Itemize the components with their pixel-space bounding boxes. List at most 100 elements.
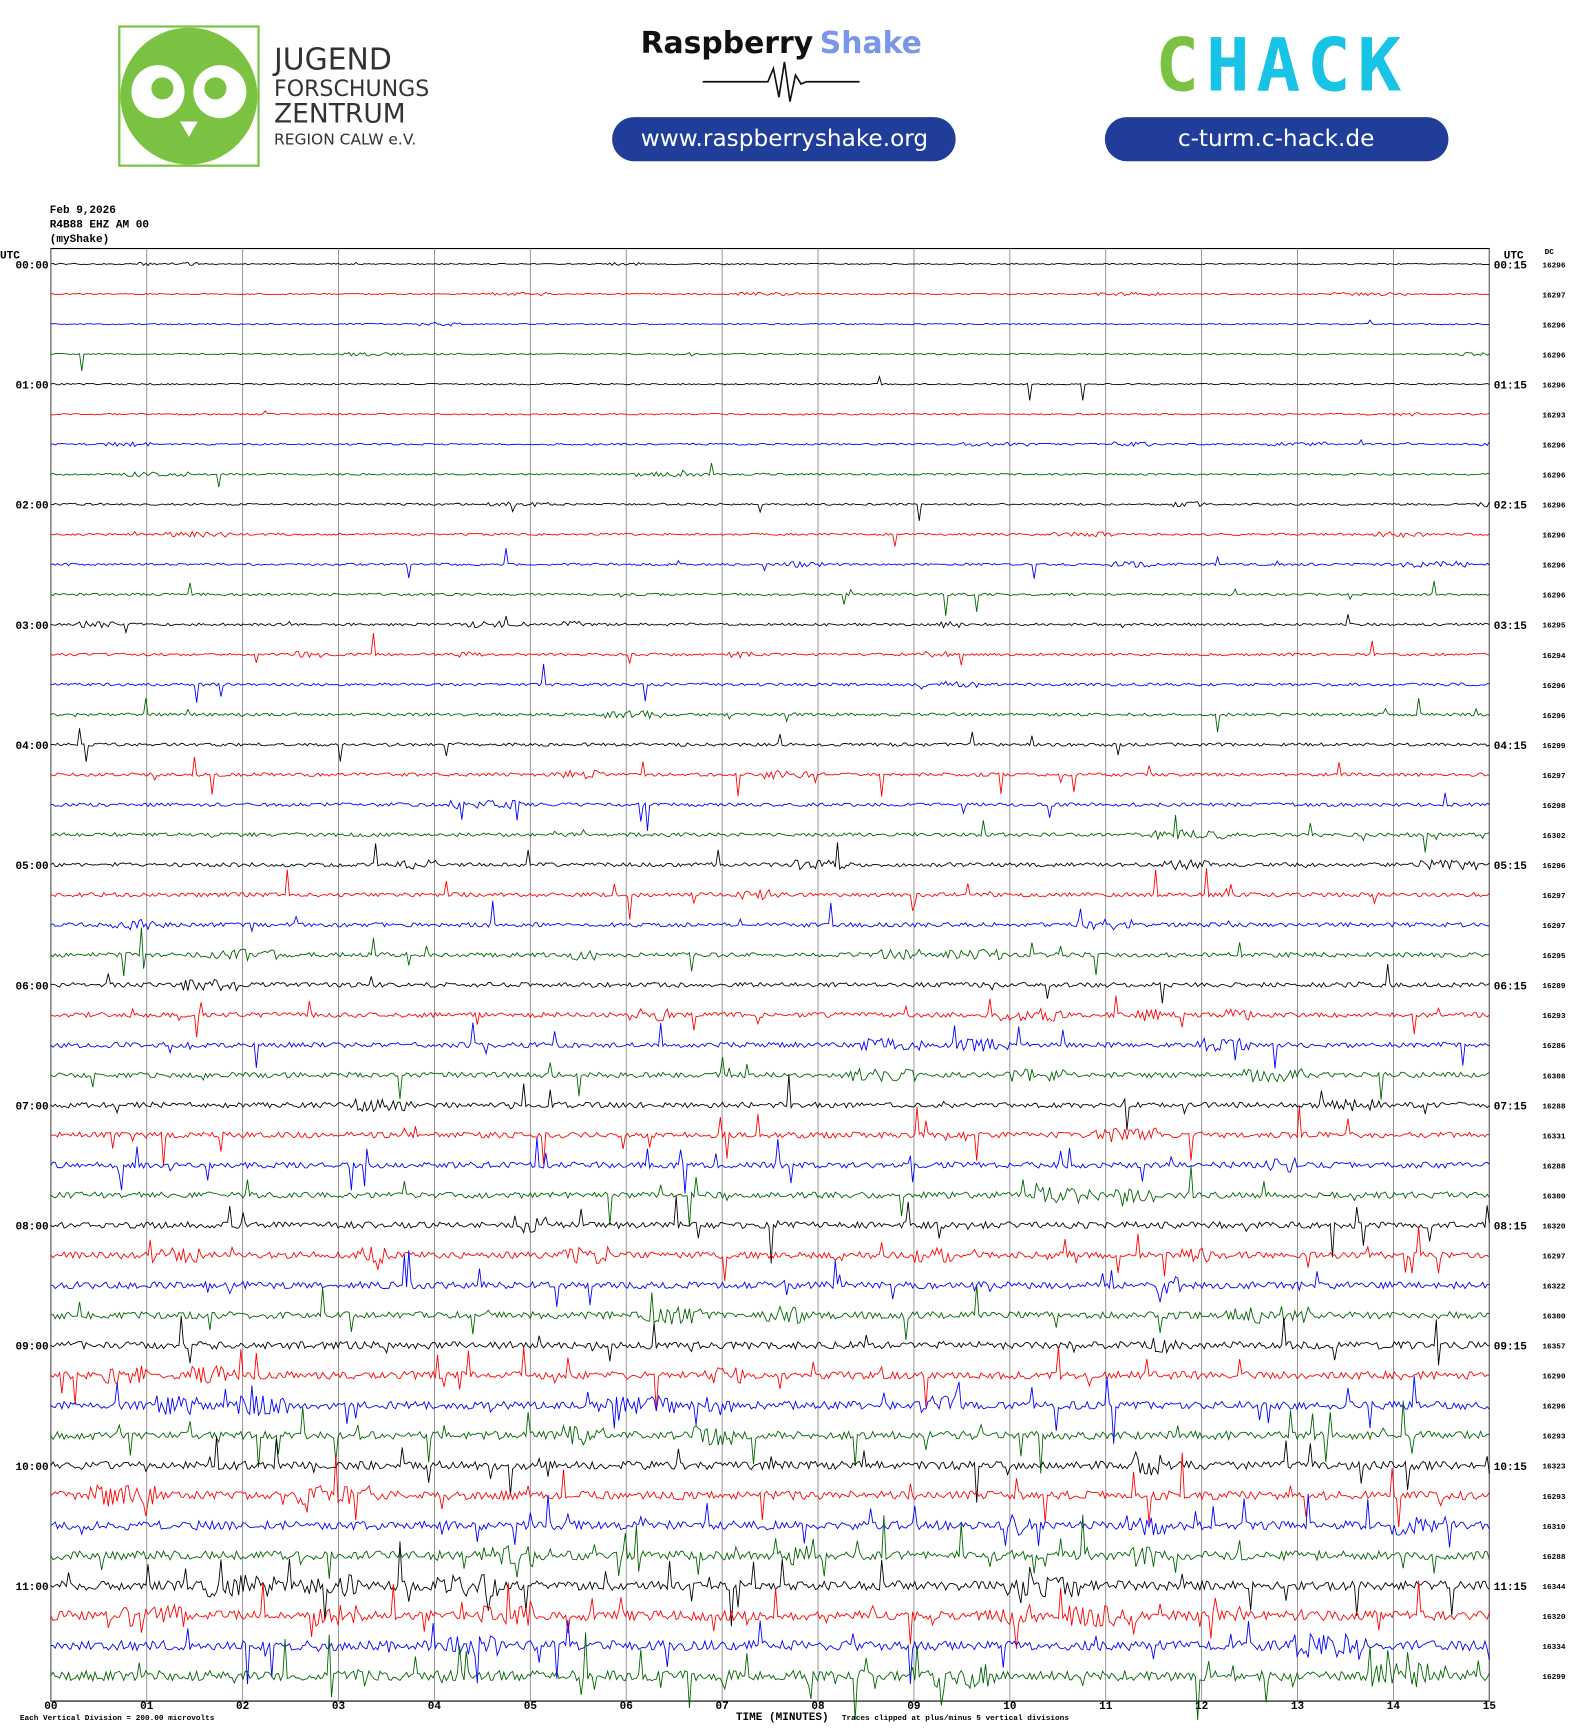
dc-value: 16323 bbox=[1542, 1464, 1566, 1472]
dc-value: 16297 bbox=[1542, 292, 1566, 300]
trace bbox=[50, 1074, 1490, 1131]
dc-value: 16296 bbox=[1542, 533, 1566, 541]
trace bbox=[50, 1376, 1490, 1444]
x-tick-label: 08 bbox=[811, 1701, 825, 1713]
trace bbox=[50, 1250, 1490, 1307]
url-pill[interactable] bbox=[612, 117, 956, 162]
time-label: 07:15 bbox=[1494, 1101, 1527, 1113]
time-label: 11:00 bbox=[16, 1582, 49, 1594]
jfz-logo: JUGEND FORSCHUNGS ZENTRUM REGION CALW e.… bbox=[118, 25, 429, 167]
logo-text: JUGEND bbox=[272, 43, 392, 78]
trace bbox=[50, 374, 1490, 401]
x-tick-label: 14 bbox=[1387, 1701, 1401, 1713]
dc-value: 16357 bbox=[1542, 1344, 1566, 1352]
url-pill[interactable] bbox=[1104, 117, 1449, 162]
dc-value: 16290 bbox=[1542, 1374, 1566, 1382]
dc-value: 16286 bbox=[1542, 1043, 1566, 1051]
time-label: 11:15 bbox=[1494, 1582, 1527, 1594]
source: (myShake) bbox=[50, 234, 110, 246]
trace bbox=[50, 1632, 1490, 1720]
trace bbox=[50, 633, 1490, 666]
trace bbox=[50, 261, 1490, 267]
trace bbox=[50, 438, 1490, 448]
time-label: 07:00 bbox=[16, 1101, 49, 1113]
url-text[interactable]: c-turm.c-hack.de bbox=[1178, 125, 1375, 152]
trace bbox=[50, 900, 1490, 933]
owl-pupil bbox=[151, 77, 174, 100]
trace bbox=[50, 351, 1490, 371]
labels: 00 01 02 03 04 05 06 07 08 09 10 11 12 13 14 15 00:00 00:… bbox=[16, 260, 1566, 1712]
trace bbox=[50, 815, 1490, 853]
dc-value: 16296 bbox=[1542, 683, 1566, 691]
trace bbox=[50, 842, 1490, 872]
dc-value: 16296 bbox=[1542, 863, 1566, 871]
trace bbox=[50, 792, 1490, 831]
x-tick-label: 07 bbox=[716, 1701, 729, 1713]
dc-value: 16295 bbox=[1542, 623, 1566, 631]
dc-value: 16296 bbox=[1542, 443, 1566, 451]
dc-value: 16310 bbox=[1542, 1524, 1566, 1532]
time-label: 10:00 bbox=[16, 1462, 49, 1474]
trace bbox=[50, 1494, 1490, 1548]
dc-value: 16296 bbox=[1542, 1404, 1566, 1412]
x-tick-label: 00 bbox=[44, 1701, 57, 1713]
dc-value: 16288 bbox=[1542, 1554, 1566, 1562]
grid bbox=[50, 248, 1490, 1702]
trace bbox=[50, 1284, 1490, 1340]
trace bbox=[50, 995, 1490, 1038]
dc-value: 16298 bbox=[1542, 803, 1566, 811]
dc-value: 16320 bbox=[1542, 1223, 1566, 1231]
x-tick-label: 05 bbox=[524, 1701, 538, 1713]
dc-value: 16293 bbox=[1542, 1494, 1566, 1502]
trace bbox=[50, 1452, 1490, 1528]
time-label: 05:15 bbox=[1494, 861, 1527, 873]
x-tick-label: 02 bbox=[236, 1701, 249, 1713]
dc-value: 16331 bbox=[1542, 1133, 1566, 1141]
trace bbox=[50, 1400, 1490, 1474]
trace bbox=[50, 756, 1490, 797]
traces bbox=[50, 261, 1490, 1720]
dc-value: 16344 bbox=[1542, 1584, 1566, 1592]
trace bbox=[50, 1619, 1490, 1685]
logo-text: Shake bbox=[820, 26, 922, 61]
time-label: 02:15 bbox=[1494, 501, 1527, 513]
x-tick-label: 13 bbox=[1291, 1701, 1305, 1713]
dc-value: 16299 bbox=[1542, 743, 1566, 751]
dc-value: 16293 bbox=[1542, 1013, 1566, 1021]
time-label: 01:15 bbox=[1494, 381, 1527, 393]
owl-beak bbox=[180, 121, 198, 137]
owl-pupil bbox=[204, 77, 227, 100]
logo-wave bbox=[702, 61, 860, 102]
trace bbox=[50, 291, 1490, 297]
trace bbox=[50, 1435, 1490, 1503]
plot-frame bbox=[50, 247, 1490, 1702]
dc-value: 16288 bbox=[1542, 1163, 1566, 1171]
dc-value: 16322 bbox=[1542, 1284, 1566, 1292]
time-label: 00:15 bbox=[1494, 260, 1527, 272]
x-tick-label: 11 bbox=[1099, 1701, 1113, 1713]
x-tick-label: 06 bbox=[620, 1701, 633, 1713]
dc-value: 16296 bbox=[1542, 713, 1566, 721]
url-text[interactable]: www.raspberryshake.org bbox=[641, 125, 928, 152]
time-label: 06:00 bbox=[16, 981, 49, 993]
trace bbox=[50, 1541, 1490, 1627]
trace bbox=[50, 1137, 1490, 1194]
trace bbox=[50, 728, 1490, 762]
time-label: 03:00 bbox=[16, 621, 49, 633]
dc-value: 16308 bbox=[1542, 1073, 1566, 1081]
x-axis-title: TIME (MINUTES) bbox=[736, 1712, 829, 1724]
time-label: 04:00 bbox=[16, 741, 49, 753]
time-label: 09:15 bbox=[1494, 1342, 1527, 1354]
time-label: 05:00 bbox=[16, 861, 49, 873]
dc-value: 16296 bbox=[1542, 382, 1566, 390]
dc-value: 16300 bbox=[1542, 1314, 1566, 1322]
station: R4B88 EHZ AM 00 bbox=[50, 220, 149, 232]
chack-logo: CHACK c-turm.c-hack.de bbox=[1104, 24, 1449, 162]
logo-text: ZENTRUM bbox=[274, 99, 406, 130]
trace bbox=[50, 530, 1490, 547]
dc-value: 16296 bbox=[1542, 322, 1566, 330]
trace bbox=[50, 581, 1490, 616]
trace bbox=[50, 1346, 1490, 1411]
x-tick-label: 01 bbox=[140, 1701, 154, 1713]
